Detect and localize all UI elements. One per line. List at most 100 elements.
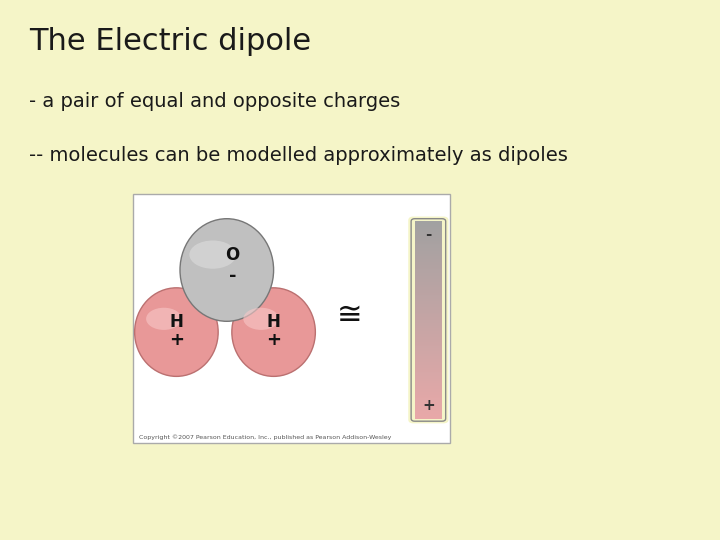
Bar	[415, 268, 442, 269]
Bar	[415, 400, 442, 402]
Text: ≅: ≅	[336, 301, 362, 330]
Bar	[415, 222, 442, 224]
Bar	[415, 308, 442, 309]
Bar	[415, 381, 442, 382]
Bar	[415, 244, 442, 245]
Bar	[415, 404, 442, 406]
Bar	[415, 292, 442, 293]
Bar	[415, 321, 442, 323]
Bar	[415, 344, 442, 346]
Bar	[415, 345, 442, 347]
Bar	[415, 375, 442, 376]
Text: +: +	[422, 397, 435, 413]
Bar	[415, 417, 442, 418]
Bar	[415, 410, 442, 411]
Bar	[415, 258, 442, 259]
Text: Copyright ©2007 Pearson Education, Inc., published as Pearson Addison-Wesley: Copyright ©2007 Pearson Education, Inc.,…	[139, 435, 392, 440]
Bar	[415, 227, 442, 228]
Bar	[415, 355, 442, 356]
Bar	[415, 251, 442, 252]
Bar	[415, 402, 442, 404]
Bar	[415, 337, 442, 339]
Bar	[415, 370, 442, 372]
Bar	[415, 413, 442, 415]
Bar	[415, 315, 442, 317]
Bar	[415, 293, 442, 294]
Bar	[415, 280, 442, 281]
Bar	[415, 393, 442, 394]
Bar	[415, 286, 442, 287]
Bar	[415, 254, 442, 256]
Bar	[415, 326, 442, 328]
Bar	[415, 265, 442, 267]
Text: -: -	[426, 227, 431, 242]
Bar	[415, 239, 442, 240]
Bar	[415, 294, 442, 295]
Bar	[415, 383, 442, 385]
Bar	[415, 368, 442, 369]
Bar	[415, 302, 442, 304]
Bar	[415, 349, 442, 350]
Bar	[415, 405, 442, 407]
Bar	[415, 272, 442, 274]
Bar	[415, 376, 442, 377]
Bar	[415, 336, 442, 338]
Bar	[415, 360, 442, 361]
Bar	[415, 387, 442, 389]
Bar	[415, 358, 442, 360]
Bar	[415, 347, 442, 348]
Bar	[415, 274, 442, 275]
Bar	[415, 323, 442, 325]
Bar	[415, 246, 442, 248]
Text: H: H	[266, 313, 281, 332]
Bar	[415, 303, 442, 305]
Bar	[415, 406, 442, 408]
Bar	[415, 225, 442, 226]
Bar	[415, 408, 442, 410]
Bar	[415, 397, 442, 399]
Bar	[415, 390, 442, 392]
Bar	[415, 313, 442, 314]
FancyBboxPatch shape	[133, 194, 450, 443]
Bar	[415, 284, 442, 286]
FancyBboxPatch shape	[408, 217, 449, 423]
Bar	[415, 259, 442, 261]
Bar	[415, 312, 442, 313]
Bar	[415, 398, 442, 400]
Bar	[415, 379, 442, 380]
Bar	[415, 291, 442, 292]
Bar	[415, 319, 442, 321]
Ellipse shape	[180, 219, 274, 321]
Bar	[415, 308, 442, 310]
Bar	[415, 283, 442, 285]
Bar	[415, 387, 442, 388]
Bar	[415, 240, 442, 241]
Bar	[415, 256, 442, 258]
Bar	[415, 381, 442, 383]
Bar	[415, 332, 442, 334]
Bar	[415, 411, 442, 413]
Bar	[415, 334, 442, 336]
Bar	[415, 364, 442, 366]
Bar	[415, 339, 442, 341]
Bar	[415, 299, 442, 300]
Bar	[415, 412, 442, 414]
Bar	[415, 241, 442, 243]
Bar	[415, 300, 442, 301]
Bar	[415, 238, 442, 239]
Bar	[415, 266, 442, 268]
Text: O: O	[225, 246, 240, 264]
Bar	[415, 354, 442, 355]
Text: - a pair of equal and opposite charges: - a pair of equal and opposite charges	[29, 92, 400, 111]
Bar	[415, 362, 442, 363]
Bar	[415, 330, 442, 332]
Bar	[415, 350, 442, 352]
Text: -: -	[229, 267, 236, 286]
Bar	[415, 370, 442, 371]
Bar	[415, 352, 442, 354]
Bar	[415, 282, 442, 284]
Ellipse shape	[146, 308, 181, 330]
Bar	[415, 415, 442, 416]
Bar	[415, 255, 442, 257]
Bar	[415, 319, 442, 320]
